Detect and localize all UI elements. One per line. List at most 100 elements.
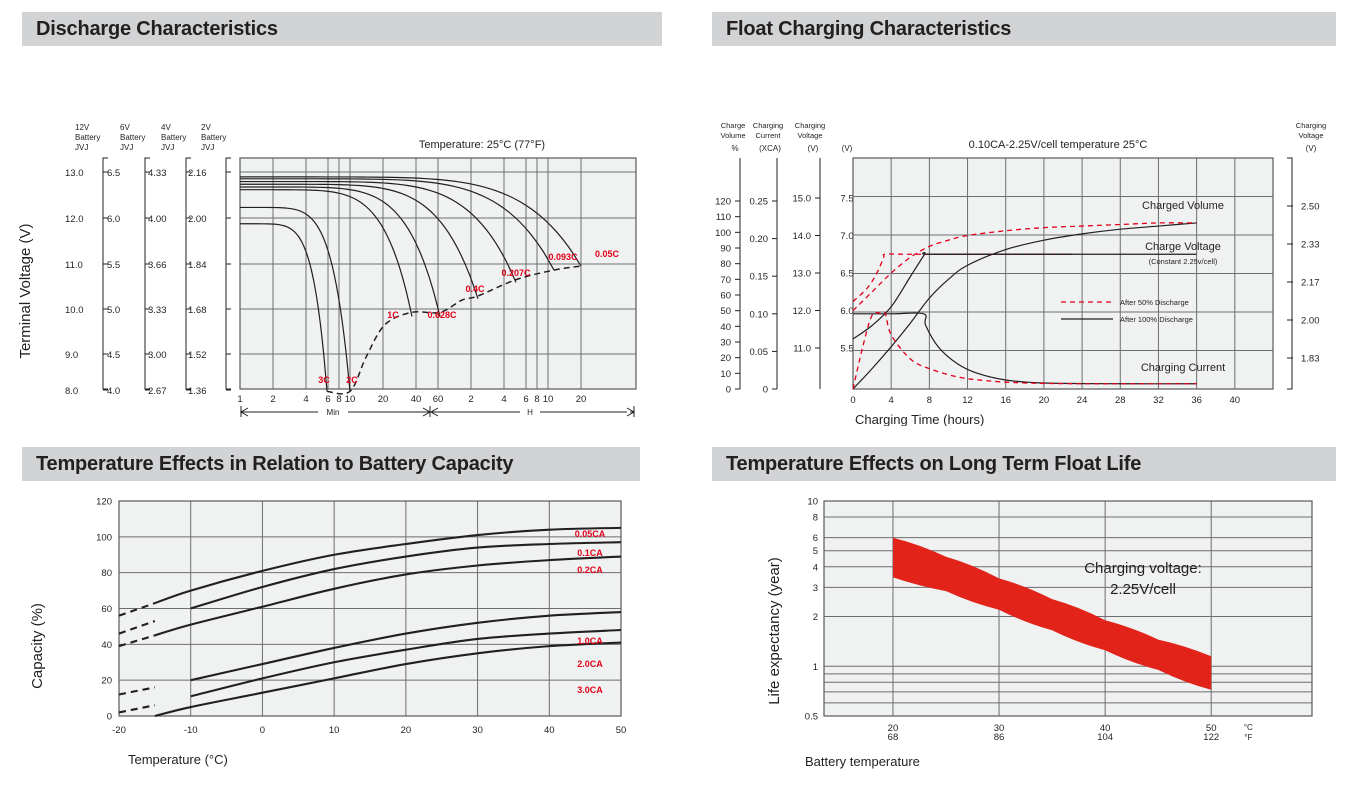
scale-0-tick-0: 13.0 [65,168,84,179]
scale-3-head2: Battery [201,133,226,142]
tc-series-2 [154,555,622,637]
dis-xtick-10: 4 [501,394,506,405]
f-scale-1-unit: (XCA) [759,144,781,153]
panel-temperature-capacity: Temperature Effects in Relation to Batte… [0,435,683,795]
scale-0-tick-5: 8.0 [65,386,78,397]
tc-xtick-7: 50 [616,725,627,736]
scale-2-tick-1: 4.00 [148,214,167,225]
panel-header-float: Float Charging Characteristics [712,12,1336,46]
f-scale-1-tick-3: 0.10 [750,309,769,320]
fl-xtick-f-1: 86 [994,732,1005,743]
tc-xtick-6: 40 [544,725,555,736]
scale-1-tick-5: 4.0 [107,386,120,397]
dis-xtick-8: 60 [433,394,444,405]
f-rscale-tick-2: 2.17 [1301,278,1320,289]
fl-ytick-2: 6 [813,533,818,544]
f-scale-1-tick-4: 0.05 [750,347,769,358]
f-xtick-0: 0 [850,395,855,406]
f-scale-0-tick-9: 30 [720,338,731,349]
scale-1-tick-2: 5.5 [107,260,120,271]
f-scale-0-unit: % [731,144,738,153]
dis-xtick-11: 6 [523,394,528,405]
tc-series-0-dashed [118,602,156,617]
f-scale-0-tick-8: 40 [720,322,731,333]
scale-0-head2: Battery [75,133,100,142]
f-scale-3-tick-2: 6.5 [840,269,853,280]
tempcap-x-ticks: -20 -10 0 10 20 30 40 50 [112,725,626,736]
panel-title-tempcap: Temperature Effects in Relation to Batte… [36,452,514,475]
fl-ytick-7: 1 [813,662,818,673]
fl-ytick-0: 10 [807,497,818,508]
tc-ytick-4: 40 [101,640,112,651]
dis-curve-0.4C [240,183,479,299]
f-scale-3-tick-1: 7.0 [840,231,853,242]
f-rscale-unit: (V) [1306,144,1317,153]
floatlife-annotation: Charging voltage: 2.25V/cell [1084,560,1202,598]
dis-xtick-4: 8 [336,394,341,405]
dis-xtick-1: 2 [270,394,275,405]
float-plot-area [852,157,1274,390]
tc-series-2-dashed [118,634,156,648]
fl-xtick-c-0: 20 [888,723,899,734]
discharge-scale-brackets: 13.0 12.0 11.0 10.0 9.0 8.0 6.5 6.0 5.5 5.0 4.5 4.0… [65,157,231,397]
tc-xtick-4: 20 [401,725,412,736]
fl-ytick-8: 0.5 [805,712,818,723]
range-label-h: H [527,408,533,417]
dis-xtick-9: 2 [468,394,473,405]
f-scale-0-tick-4: 80 [720,259,731,270]
tc-series-3-dashed [118,686,156,696]
f-xtick-2: 8 [927,395,932,406]
scale-1-head1: 6V [120,123,130,132]
fl-xtick-f-0: 68 [888,732,899,743]
f-rscale-tick-4: 1.83 [1301,354,1320,365]
f-scale-2-tick-1: 14.0 [793,231,812,242]
scale-2-tick-0: 4.33 [148,168,167,179]
dis-curve-label-4: 0.4C [465,284,485,294]
float-note: 0.10CA-2.25V/cell temperature 25°C [969,139,1148,151]
panel-title-discharge: Discharge Characteristics [36,17,278,40]
tc-curve-label-2: 0.2CA [577,565,603,575]
dis-curve-1C [239,189,413,317]
float-x-axis-label: Charging Time (hours) [855,412,984,426]
panel-header-discharge: Discharge Characteristics [22,12,662,46]
f-scale-2-head2: Voltage [797,131,822,140]
floatlife-anno-1: Charging voltage: [1084,560,1202,577]
tc-series-4-dashed [118,704,156,714]
f-scale-2-tick-3: 12.0 [793,306,812,317]
scale-0-tick-1: 12.0 [65,214,84,225]
scale-1-tick-4: 4.5 [107,350,120,361]
float-scale-brackets: 12011010090807060504030201000.250.200.15… [715,157,1320,396]
fl-xtick-c-2: 40 [1100,723,1111,734]
f-xtick-1: 4 [889,395,894,406]
tc-curve-label-4: 2.0CA [577,659,603,669]
dis-curve-label-5: 0.207C [501,268,531,278]
tc-series-4 [190,628,622,698]
scale-1-tick-0: 6.5 [107,168,120,179]
tc-ytick-1: 100 [96,532,112,543]
floatlife-x-axis-label: Battery temperature [805,754,920,769]
tempcap-plot-area: 0.05CA 0.1CA 0.2CA 1.0CA 2.0CA 3.0CA [118,500,622,718]
float-scale-headers: Charge Volume % Charging Current (XCA) C… [720,121,1326,153]
discharge-y-axis-label: Terminal Voltage (V) [17,223,34,358]
f-scale-2-head1: Charging [795,121,825,130]
panel-float-charging-characteristics: Float Charging Characteristics 0.10CA-2.… [683,0,1365,430]
scale-3-head3: JVJ [201,143,214,152]
f-scale-1-head2: Current [755,131,781,140]
f-scale-2-unit: (V) [808,144,819,153]
discharge-x-ticks: 1 2 4 6 8 10 20 40 60 2 4 6 8 10 20 [237,394,586,405]
panel-title-float: Float Charging Characteristics [726,17,1012,40]
tc-series-3 [190,611,622,682]
f-scale-0-tick-0: 120 [715,197,731,208]
scale-1-head3: JVJ [120,143,133,152]
tc-series-0 [154,526,622,605]
scale-3-tick-4: 1.52 [188,350,207,361]
f-xtick-6: 24 [1077,395,1088,406]
dis-xtick-12: 8 [534,394,539,405]
fl-xtick-c-1: 30 [994,723,1005,734]
discharge-plot-area: 3C 2C 1C 0.628C 0.4C 0.207C 0.093C 0.05C [239,157,637,395]
dis-xtick-13: 10 [543,394,554,405]
f-scale-1-tick-2: 0.15 [750,272,769,283]
flt-series-2 [852,252,1197,340]
anno-charged-volume: Charged Volume [1142,200,1224,212]
